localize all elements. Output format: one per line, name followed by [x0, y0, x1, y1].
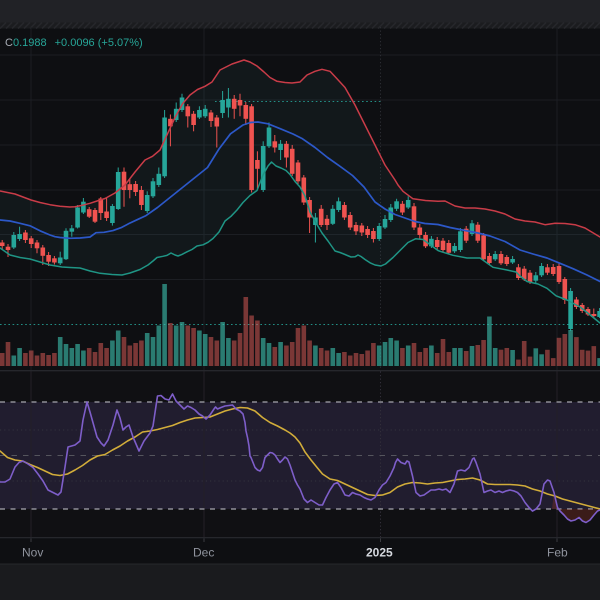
svg-text:C0.1988+0.0096 (+5.07%): C0.1988 +0.0096 (+5.07%)	[5, 37, 143, 49]
svg-text:Feb: Feb	[547, 546, 568, 560]
svg-text:2025: 2025	[366, 546, 393, 560]
svg-text:Dec: Dec	[193, 546, 214, 560]
svg-text:Nov: Nov	[22, 546, 43, 560]
